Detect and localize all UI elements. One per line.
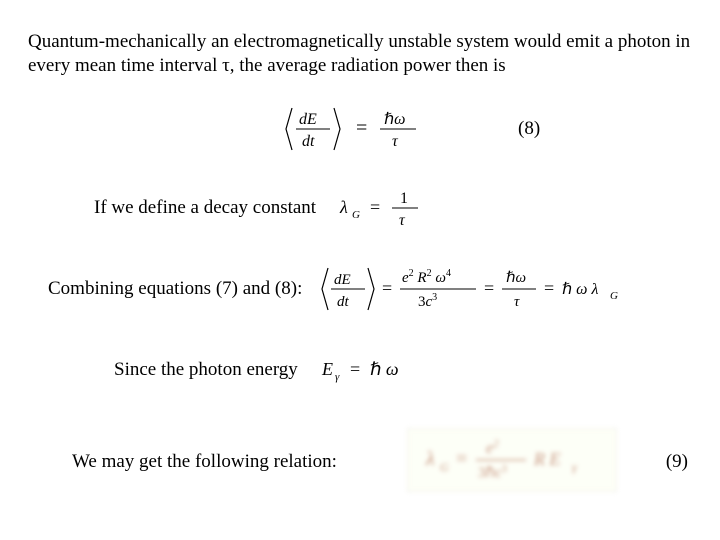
combined-equations-row: Combining equations (7) and (8): dE dt =… <box>28 262 692 316</box>
combined-equations-text: Combining equations (7) and (8): <box>48 278 302 300</box>
relation-text: We may get the following relation: <box>72 451 337 473</box>
svg-text:dt: dt <box>337 294 350 310</box>
photon-energy-text: Since the photon energy <box>114 359 298 381</box>
svg-text:=: = <box>382 278 392 298</box>
intro-paragraph: Quantum-mechanically an electromagnetica… <box>28 30 692 78</box>
svg-text:=: = <box>370 197 380 217</box>
equation-photon-energy: E γ = ℏ ω <box>316 355 436 385</box>
decay-constant-text: If we define a decay constant <box>94 197 316 219</box>
svg-text:τ: τ <box>392 133 399 150</box>
svg-text:ℏ ω: ℏ ω <box>370 359 399 379</box>
svg-text:=: = <box>544 278 554 298</box>
svg-text:3ℏc3: 3ℏc3 <box>478 464 507 481</box>
svg-text:dE: dE <box>334 272 351 288</box>
photon-energy-row: Since the photon energy E γ = ℏ ω <box>28 346 692 394</box>
equation-8: dE dt = ℏω τ <box>284 104 454 154</box>
page: Quantum-mechanically an electromagnetica… <box>0 0 720 540</box>
svg-text:e2: e2 <box>486 438 499 457</box>
svg-text:E: E <box>321 359 333 379</box>
equation-decay-constant: λ G = 1 τ <box>334 185 444 231</box>
svg-text:=: = <box>456 448 467 470</box>
svg-text:=: = <box>350 359 360 379</box>
svg-text:3c3: 3c3 <box>418 292 437 310</box>
equation-number-8: (8) <box>518 118 540 140</box>
equation-9-blurred-box: λ G = e2 3ℏc3 R E γ <box>407 428 617 492</box>
equation-9: λ G = e2 3ℏc3 R E γ <box>407 428 617 497</box>
relation-row: We may get the following relation: λ G =… <box>28 428 692 497</box>
svg-text:τ: τ <box>514 294 520 310</box>
svg-text:R E: R E <box>533 449 561 469</box>
svg-text:e2 R2 ω4: e2 R2 ω4 <box>402 268 451 286</box>
svg-text:1: 1 <box>400 190 408 207</box>
equation-row-8: dE dt = ℏω τ (8) <box>28 104 692 154</box>
svg-text:λ: λ <box>339 197 348 217</box>
svg-text:=: = <box>484 278 494 298</box>
svg-text:τ: τ <box>399 212 406 229</box>
svg-text:G: G <box>610 290 618 302</box>
svg-text:dt: dt <box>302 133 315 150</box>
equation-number-9: (9) <box>666 451 688 473</box>
svg-text:=: = <box>356 117 367 139</box>
svg-text:dE: dE <box>299 111 317 128</box>
equation-combined: dE dt = e2 R2 ω4 3c3 = ℏω τ = ℏ ω λ <box>320 262 650 316</box>
svg-text:ℏ ω λ: ℏ ω λ <box>562 281 598 298</box>
svg-text:ℏω: ℏω <box>506 270 526 286</box>
svg-text:ℏω: ℏω <box>384 111 405 128</box>
svg-text:λ: λ <box>425 448 435 470</box>
svg-text:γ: γ <box>572 460 577 474</box>
svg-text:G: G <box>352 209 360 221</box>
svg-text:γ: γ <box>335 371 340 383</box>
svg-text:G: G <box>440 460 449 474</box>
decay-constant-row: If we define a decay constant λ G = 1 τ <box>28 184 692 232</box>
